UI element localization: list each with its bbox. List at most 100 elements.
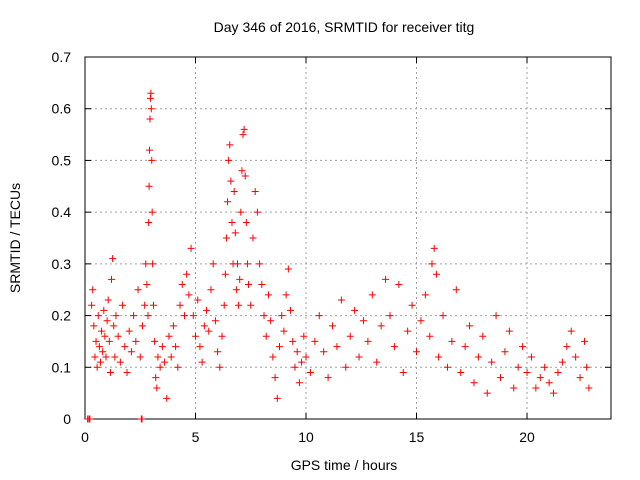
data-point <box>271 374 279 382</box>
data-point <box>112 312 120 320</box>
y-tick-label: 0.5 <box>52 152 72 168</box>
data-point <box>104 296 112 304</box>
data-point <box>251 187 259 195</box>
data-point <box>249 234 257 242</box>
data-point <box>200 322 208 330</box>
data-point <box>452 286 460 294</box>
data-point <box>421 291 429 299</box>
data-point <box>116 358 124 366</box>
data-point <box>324 374 332 382</box>
data-point <box>194 296 202 304</box>
data-point <box>256 260 264 268</box>
data-point <box>428 260 436 268</box>
data-point <box>132 337 140 345</box>
data-point <box>311 337 319 345</box>
data-point <box>287 306 295 314</box>
data-point <box>298 358 306 366</box>
data-point <box>373 358 381 366</box>
y-tick-label: 0.1 <box>52 359 72 375</box>
data-point <box>386 312 394 320</box>
data-point <box>342 363 350 371</box>
data-point <box>214 348 222 356</box>
data-point <box>404 327 412 335</box>
y-tick-label: 0.4 <box>52 204 72 220</box>
data-point <box>165 332 173 340</box>
data-point <box>145 182 153 190</box>
x-tick-label: 0 <box>81 429 89 445</box>
data-point <box>523 368 531 376</box>
data-point <box>151 337 159 345</box>
data-point <box>289 337 297 345</box>
data-point <box>111 353 119 361</box>
data-point <box>430 244 438 252</box>
data-point <box>147 89 155 97</box>
plot-frame <box>84 56 612 420</box>
data-point <box>198 358 206 366</box>
data-point <box>320 348 328 356</box>
data-point <box>169 322 177 330</box>
data-point <box>196 343 204 351</box>
data-point <box>351 306 359 314</box>
data-point <box>143 281 151 289</box>
x-tick-label: 20 <box>519 429 535 445</box>
data-point <box>154 353 162 361</box>
chart-title: Day 346 of 2016, SRMTID for receiver tit… <box>214 19 475 35</box>
data-point <box>240 125 248 133</box>
data-point <box>269 353 277 361</box>
tick-labels: 0 0.1 0.2 0.3 0.4 0.5 0.6 0.7 0 5 10 15 20 <box>52 49 535 445</box>
data-point <box>232 286 240 294</box>
data-point <box>258 281 266 289</box>
data-point <box>432 270 440 278</box>
data-point <box>368 291 376 299</box>
data-point <box>479 332 487 340</box>
data-point <box>123 368 131 376</box>
data-point <box>282 291 290 299</box>
data-point <box>205 327 213 335</box>
data-point <box>408 301 416 309</box>
data-point <box>220 301 228 309</box>
data-point <box>519 343 527 351</box>
data-point <box>109 255 117 263</box>
data-point <box>359 317 367 325</box>
data-point <box>189 312 197 320</box>
data-point <box>227 177 235 185</box>
data-point <box>222 234 230 242</box>
data-point <box>306 368 314 376</box>
data-point <box>483 389 491 397</box>
data-point <box>92 337 100 345</box>
data-point <box>98 327 106 335</box>
data-point <box>492 312 500 320</box>
data-point <box>156 363 164 371</box>
data-point <box>146 146 154 154</box>
data-point <box>138 415 146 423</box>
data-point <box>576 374 584 382</box>
data-point <box>284 265 292 273</box>
data-point <box>148 156 156 164</box>
data-point <box>558 358 566 366</box>
data-point <box>224 198 232 206</box>
data-point <box>413 348 421 356</box>
data-point <box>100 306 108 314</box>
data-point <box>167 353 175 361</box>
data-point <box>142 260 150 268</box>
data-point <box>144 312 152 320</box>
data-point <box>390 343 398 351</box>
data-point <box>221 270 229 278</box>
data-point <box>209 260 217 268</box>
data-point <box>510 384 518 392</box>
data-point <box>145 218 153 226</box>
data-point <box>149 260 157 268</box>
data-point <box>185 291 193 299</box>
data-point <box>91 353 99 361</box>
data-point <box>172 343 180 351</box>
data-point <box>550 389 558 397</box>
data-point <box>161 358 169 366</box>
grid-lines <box>85 57 611 419</box>
data-point <box>448 337 456 345</box>
data-point <box>225 156 233 164</box>
data-point <box>242 218 250 226</box>
axis-ticks <box>84 56 611 420</box>
data-point <box>567 327 575 335</box>
data-point <box>90 322 98 330</box>
